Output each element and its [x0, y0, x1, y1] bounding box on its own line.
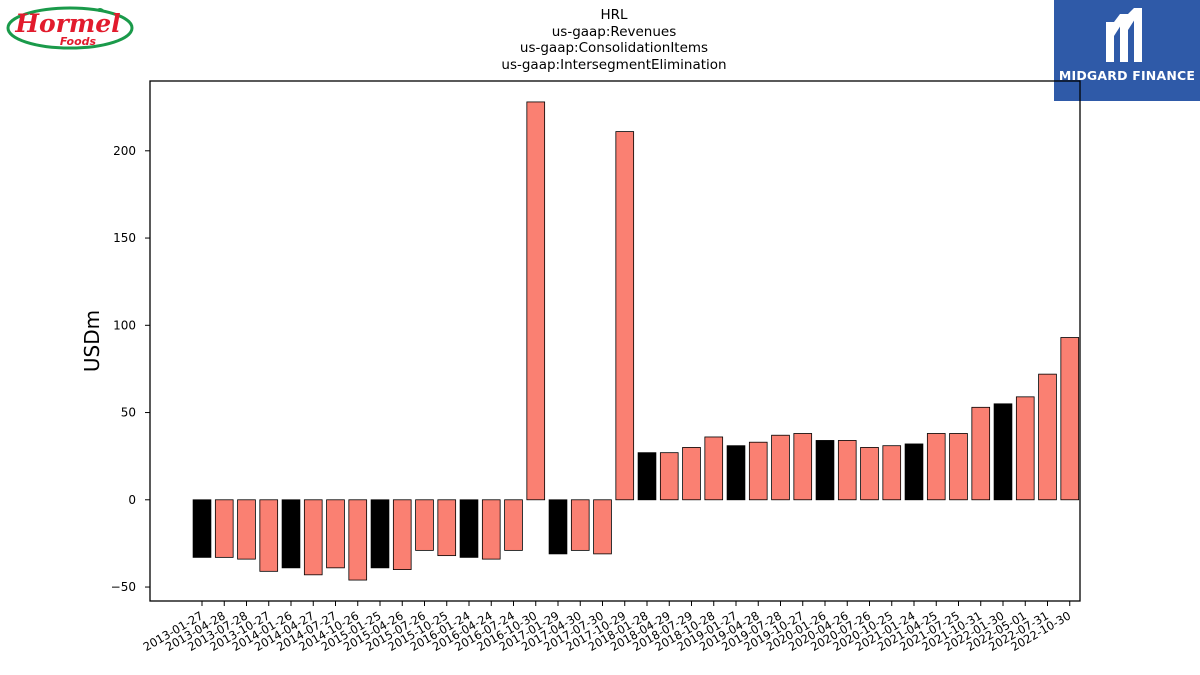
bar-2020-01-26: [815, 440, 835, 501]
bar-2019-07-28: [771, 434, 790, 501]
bar-2015-04-26: [392, 499, 412, 570]
bar-2017-10-29: [615, 131, 635, 501]
bar-2013-10-27: [259, 499, 279, 572]
bar-2022-10-30: [1060, 337, 1080, 501]
bar-2018-07-29: [682, 447, 701, 501]
y-tick-label: 50: [121, 406, 136, 420]
bar-2021-01-24: [904, 443, 924, 501]
bar-2019-10-27: [793, 433, 813, 501]
bar-2014-07-27: [326, 499, 345, 569]
bar-2017-01-29: [548, 499, 568, 555]
bar-2021-07-25: [949, 433, 968, 501]
title-line-3: us-gaap:ConsolidationItems: [519, 40, 709, 56]
bar-2019-04-28: [748, 441, 768, 501]
y-tick-label: 200: [113, 144, 136, 158]
bar-2022-01-30: [993, 403, 1013, 501]
bar-2020-07-26: [860, 447, 879, 501]
bar-2014-01-26: [281, 499, 301, 569]
bar-2017-07-30: [593, 499, 612, 555]
bar-2020-04-26: [837, 440, 857, 501]
hormel-foods-logo: Hormel Foods: [6, 4, 138, 52]
y-tick-label: −50: [111, 580, 136, 594]
bar-2013-04-28: [214, 499, 234, 558]
svg-text:Hormel: Hormel: [14, 9, 120, 38]
bar-2018-04-29: [659, 452, 679, 501]
bar-2013-01-27: [192, 499, 212, 558]
bar-2016-07-24: [504, 499, 523, 551]
bar-2016-01-24: [459, 499, 479, 558]
bar-2014-10-26: [348, 499, 368, 581]
plot-frame: [149, 80, 1081, 602]
bar-2018-01-28: [637, 452, 657, 501]
y-axis-label: USDm: [80, 310, 104, 372]
bar-2016-04-24: [481, 499, 501, 560]
bar-2015-01-25: [370, 499, 390, 569]
bar-2018-10-28: [704, 436, 724, 501]
bar-2020-10-25: [882, 445, 902, 501]
bar-2015-07-26: [415, 499, 434, 551]
bar-2019-01-27: [726, 445, 746, 501]
midgard-finance-logo: MIDGARD FINANCE: [1054, 0, 1200, 101]
bar-2014-04-27: [303, 499, 323, 576]
y-tick-label: 100: [113, 318, 136, 332]
title-line-1: HRL: [600, 7, 628, 23]
y-tick-label: 150: [113, 231, 136, 245]
bar-2017-04-30: [570, 499, 590, 551]
y-tick-label: 0: [128, 493, 136, 507]
bar-2013-07-28: [237, 499, 256, 560]
bar-2016-10-30: [526, 101, 546, 501]
title-line-2: us-gaap:Revenues: [551, 23, 677, 40]
midgard-finance-wordmark: MIDGARD FINANCE: [1058, 68, 1196, 83]
bar-2022-07-31: [1038, 373, 1057, 501]
svg-text:Foods: Foods: [60, 35, 97, 48]
bar-2021-10-31: [971, 406, 991, 501]
chart-title: HRL us-gaap:Revenues us-gaap:Consolidati…: [414, 7, 814, 73]
title-line-4: us-gaap:IntersegmentElimination: [501, 56, 727, 73]
bar-2015-10-25: [437, 499, 457, 557]
bar-2021-04-25: [926, 433, 946, 501]
bar-2022-05-01: [1015, 396, 1035, 501]
